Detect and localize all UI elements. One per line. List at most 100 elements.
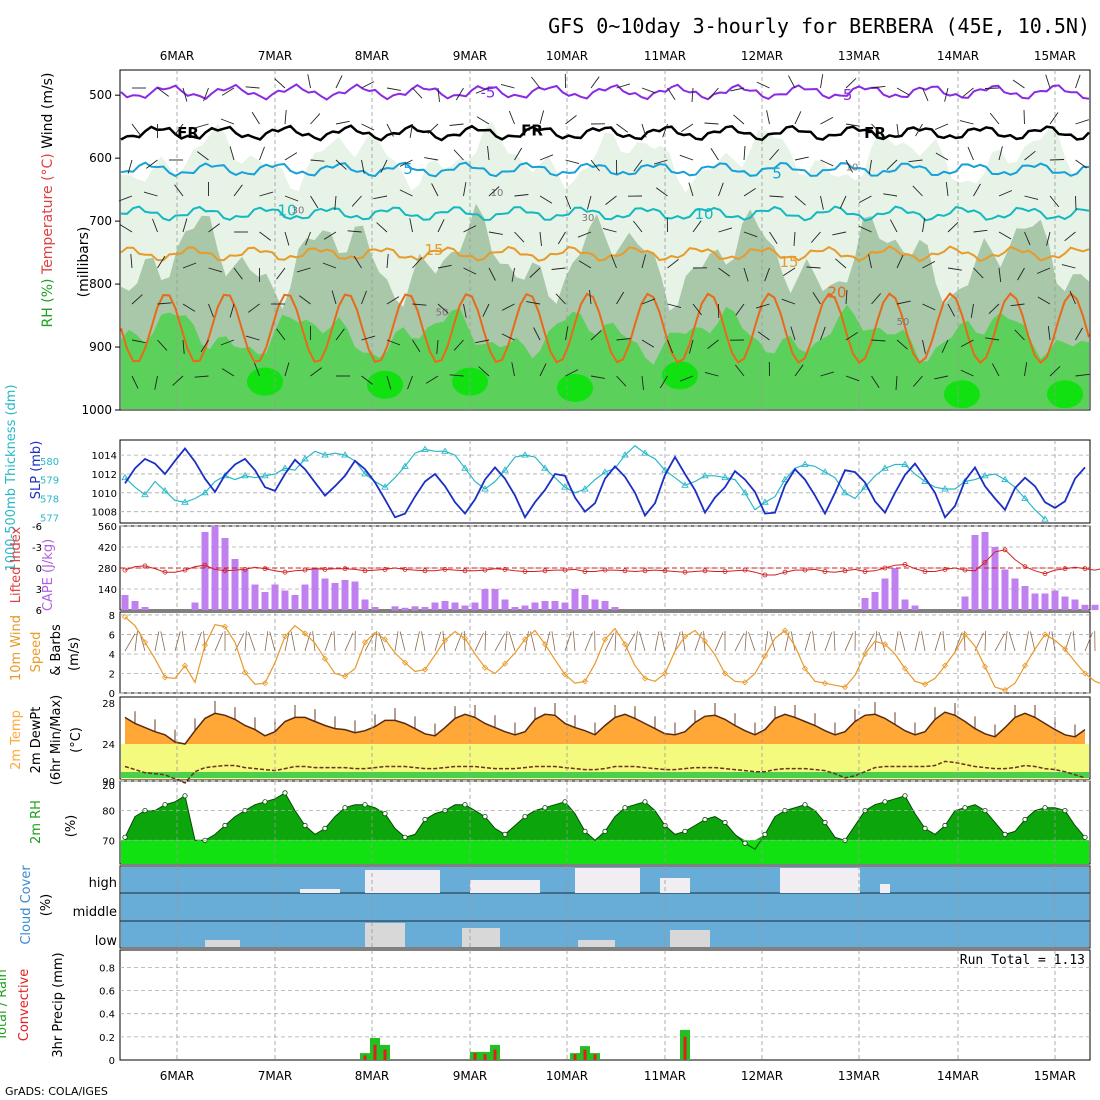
wind-barb [883,193,898,197]
wind-barb [1012,79,1025,89]
x-tick-top: 9MAR [453,49,488,63]
axis-label: (%) [64,815,79,838]
wind-barb [539,363,547,377]
wind-barb [790,631,796,652]
rh2m-point [522,813,528,820]
wind-barb [143,191,158,197]
wind-barb [494,633,506,652]
axis-label: (6hr Min/Max) [49,695,64,785]
wind-barb [616,375,627,387]
wind-barb [412,87,423,99]
y-tick-label: 0.8 [99,963,115,974]
axis-label: 2m DewPt [29,707,44,774]
li-point [522,569,528,574]
wind-speed-point [241,669,249,676]
wind-speed-point [961,631,969,638]
wind-barb [610,254,617,269]
run-total-label: Run Total = 1.13 [960,953,1085,968]
wind-barb [871,123,882,135]
wind-barb [922,261,936,269]
wind-barb [234,633,245,652]
wind-speed-point [821,680,829,687]
li-point [722,569,728,574]
wind-barb [312,631,316,652]
y-tick-label: 900 [89,340,112,354]
wind-barb [248,631,256,652]
precip-convective-bar [363,1055,367,1060]
thickness-point [221,471,229,479]
wind-barb [380,159,388,173]
li-line [124,549,1100,576]
wind-barb [868,159,872,174]
wind-barb [453,149,464,161]
wind-barb [531,76,541,89]
cape-bar [361,599,369,610]
wind-barb [812,292,821,305]
wind-barb [284,231,290,246]
y-tick-label: 800 [89,277,112,291]
wind-barb [1023,109,1025,125]
thickness-point [981,471,989,479]
wind-barb [633,159,643,172]
wind-barb [174,184,184,197]
wind-barb [667,303,682,309]
wind-barb [539,154,554,161]
wind-barb [131,123,141,136]
rh2m-point [422,816,428,823]
x-tick-bottom: 8MAR [355,1069,390,1083]
wind-barb [182,218,188,233]
wind-speed-point [521,636,529,643]
wind-barb [310,113,321,125]
wind-barb [1069,290,1076,305]
wind-barb [769,231,778,244]
rh-contour-label: 10 [846,163,859,174]
rh2m-point [502,831,508,838]
wind-barb [973,229,988,233]
wind-barb [335,159,347,170]
wind-barb [794,111,802,125]
wind-barb [1014,329,1025,341]
axis-label: CAPE (J/kg) [41,539,56,611]
y-tick-label: 20 [102,781,115,792]
wind-barb [781,298,796,305]
rh-contour-label: 30 [292,206,305,217]
wind-barb [194,123,209,129]
wind-barb [655,187,668,197]
wind-barb [539,110,545,125]
cape-bar [131,601,139,610]
wind-barb [514,231,525,243]
wind-barb [229,303,235,318]
wind-barb [691,87,694,103]
rh2m-point [222,822,228,829]
rh-contour-label: 50 [436,308,449,319]
wind-barb [584,632,593,652]
cape-bar [591,599,599,610]
wind-barb [284,110,287,125]
y-tick-label: high [89,876,117,891]
wind-barb [845,159,853,173]
wind-barb [688,182,694,197]
wind-barb [233,184,243,197]
wind-barb [572,631,576,652]
precip-panel-frame [119,949,1091,1061]
rh-contour-label: 30 [582,213,595,224]
wind-barb [463,182,467,197]
wind-barb [1075,373,1090,377]
rh2m-point [642,799,648,805]
wind-barb [259,231,271,241]
wind-barb [331,290,337,305]
cape-bar [561,602,569,610]
thickness-point [741,488,749,496]
y-tick-label: 0 [109,1056,115,1067]
cape-bar [981,532,989,610]
wind-barb [1061,264,1076,269]
thickness-point [821,468,829,475]
wind-speed-point [261,680,269,687]
rh2m-point [682,828,688,835]
wind-barb [1017,267,1025,281]
cape-li-panel: 140 280 420 560 -6 -3 0 3 6 Lifted Index CAPE (J/k… [9,522,1100,617]
wind-barb [806,266,821,269]
wind-barb [764,267,770,282]
wind-barb [790,326,796,341]
wind-barb [845,77,857,89]
